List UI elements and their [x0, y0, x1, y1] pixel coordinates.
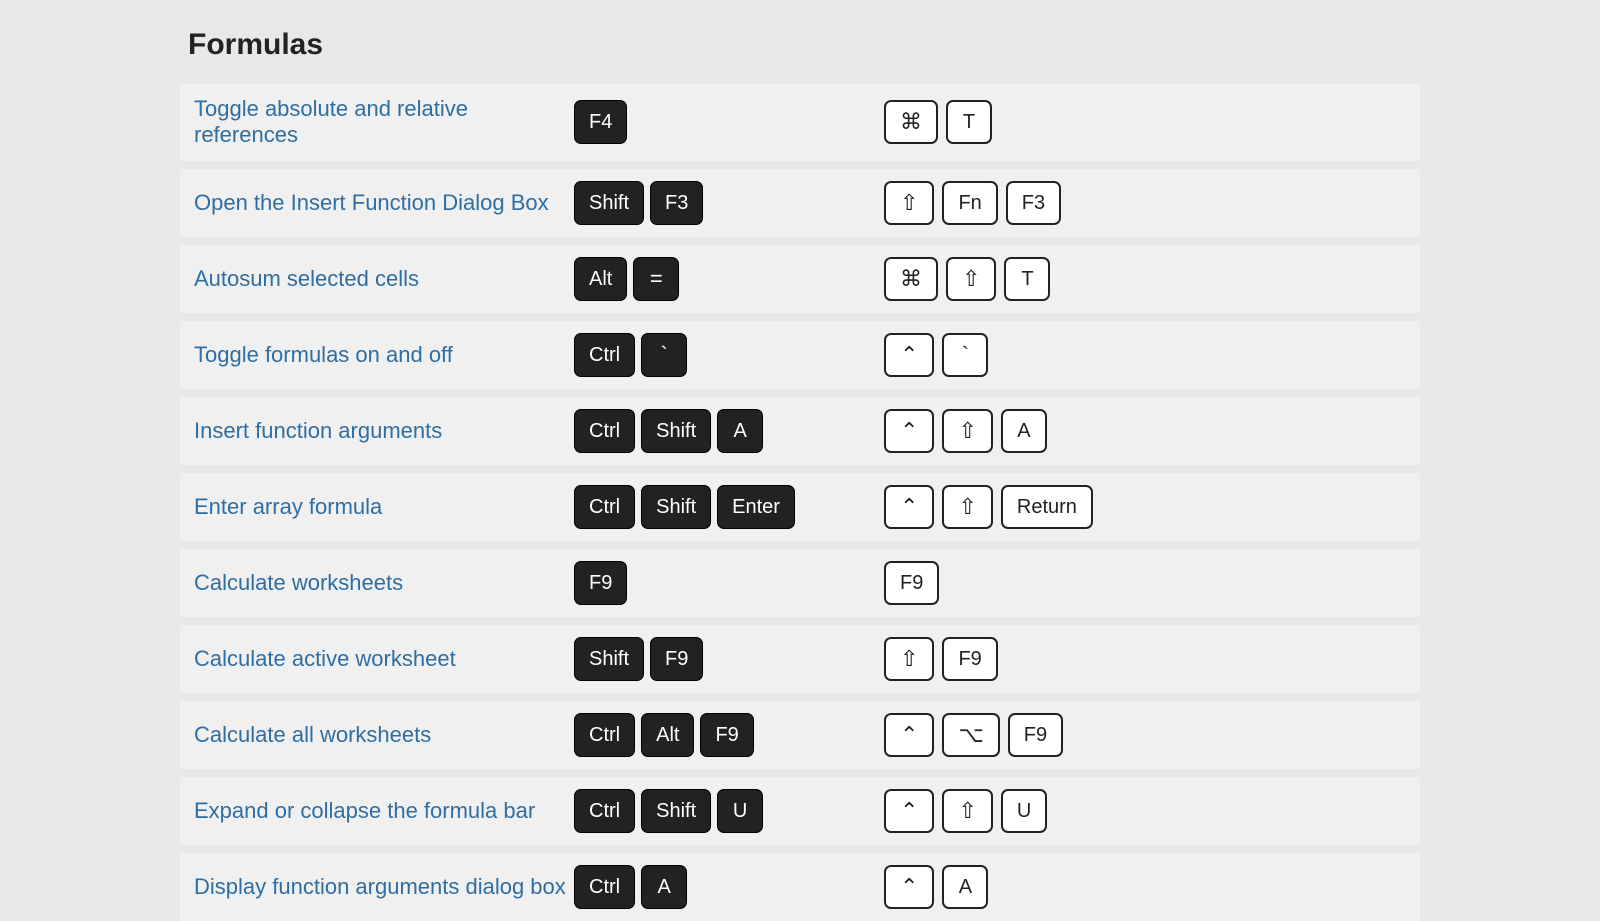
shortcut-row: Calculate active worksheetShiftF9⇧F9 — [180, 625, 1420, 693]
mac-shortcut: F9 — [884, 561, 1184, 605]
shortcut-description[interactable]: Calculate all worksheets — [194, 722, 574, 748]
windows-shortcut: Alt= — [574, 257, 884, 301]
key-light: ⌘ — [884, 100, 938, 144]
shortcut-description[interactable]: Calculate active worksheet — [194, 646, 574, 672]
key-light: ⌘ — [884, 257, 938, 301]
shortcut-rows: Toggle absolute and relative referencesF… — [180, 84, 1420, 921]
shortcut-row: Open the Insert Function Dialog BoxShift… — [180, 169, 1420, 237]
windows-shortcut: CtrlA — [574, 865, 884, 909]
key-light: ⇧ — [942, 485, 992, 529]
shortcut-description[interactable]: Toggle formulas on and off — [194, 342, 574, 368]
windows-shortcut: CtrlShiftEnter — [574, 485, 884, 529]
shortcut-description[interactable]: Insert function arguments — [194, 418, 574, 444]
mac-shortcut: ⌘T — [884, 100, 1184, 144]
shortcut-description[interactable]: Open the Insert Function Dialog Box — [194, 190, 574, 216]
key-dark: Shift — [574, 637, 644, 681]
shortcut-description[interactable]: Autosum selected cells — [194, 266, 574, 292]
key-light: ⌃ — [884, 865, 934, 909]
key-light: ⌃ — [884, 789, 934, 833]
mac-shortcut: ⌃` — [884, 333, 1184, 377]
key-dark: = — [633, 257, 679, 301]
key-light: ⌃ — [884, 713, 934, 757]
shortcut-row: Display function arguments dialog boxCtr… — [180, 853, 1420, 921]
key-dark: Alt — [574, 257, 627, 301]
key-dark: A — [641, 865, 687, 909]
shortcut-row: Calculate worksheetsF9F9 — [180, 549, 1420, 617]
key-light: Fn — [942, 181, 997, 225]
key-light: ⌥ — [942, 713, 999, 757]
key-dark: F9 — [700, 713, 753, 757]
mac-shortcut: ⌃⌥F9 — [884, 713, 1184, 757]
windows-shortcut: CtrlShiftU — [574, 789, 884, 833]
key-light: ⇧ — [884, 181, 934, 225]
mac-shortcut: ⇧F9 — [884, 637, 1184, 681]
shortcut-row: Calculate all worksheetsCtrlAltF9⌃⌥F9 — [180, 701, 1420, 769]
key-light: ` — [942, 333, 988, 377]
section-title: Formulas — [188, 28, 1420, 62]
key-dark: Ctrl — [574, 713, 635, 757]
mac-shortcut: ⌃⇧U — [884, 789, 1184, 833]
shortcut-row: Enter array formulaCtrlShiftEnter⌃⇧Retur… — [180, 473, 1420, 541]
key-dark: Ctrl — [574, 865, 635, 909]
windows-shortcut: F9 — [574, 561, 884, 605]
key-light: T — [1004, 257, 1050, 301]
mac-shortcut: ⌃A — [884, 865, 1184, 909]
key-dark: Shift — [574, 181, 644, 225]
key-light: U — [1001, 789, 1047, 833]
key-light: ⌃ — [884, 485, 934, 529]
key-light: ⌃ — [884, 333, 934, 377]
key-dark: F9 — [574, 561, 627, 605]
windows-shortcut: ShiftF9 — [574, 637, 884, 681]
key-dark: F4 — [574, 100, 627, 144]
key-light: F9 — [884, 561, 939, 605]
windows-shortcut: F4 — [574, 100, 884, 144]
key-dark: F3 — [650, 181, 703, 225]
shortcut-description[interactable]: Toggle absolute and relative references — [194, 96, 574, 149]
shortcut-description[interactable]: Display function arguments dialog box — [194, 874, 574, 900]
windows-shortcut: ShiftF3 — [574, 181, 884, 225]
key-light: A — [1001, 409, 1047, 453]
key-light: ⌃ — [884, 409, 934, 453]
mac-shortcut: ⌃⇧A — [884, 409, 1184, 453]
key-light: ⇧ — [942, 789, 992, 833]
key-light: T — [946, 100, 992, 144]
key-light: F9 — [1008, 713, 1063, 757]
shortcut-table: Formulas Toggle absolute and relative re… — [0, 0, 1600, 921]
windows-shortcut: CtrlAltF9 — [574, 713, 884, 757]
windows-shortcut: Ctrl` — [574, 333, 884, 377]
key-light: Return — [1001, 485, 1093, 529]
shortcut-row: Autosum selected cellsAlt=⌘⇧T — [180, 245, 1420, 313]
mac-shortcut: ⌘⇧T — [884, 257, 1184, 301]
windows-shortcut: CtrlShiftA — [574, 409, 884, 453]
mac-shortcut: ⌃⇧Return — [884, 485, 1184, 529]
shortcut-description[interactable]: Calculate worksheets — [194, 570, 574, 596]
key-dark: Shift — [641, 409, 711, 453]
key-light: A — [942, 865, 988, 909]
key-dark: F9 — [650, 637, 703, 681]
key-dark: Shift — [641, 789, 711, 833]
mac-shortcut: ⇧FnF3 — [884, 181, 1184, 225]
key-light: ⇧ — [942, 409, 992, 453]
key-dark: Ctrl — [574, 333, 635, 377]
shortcut-row: Toggle formulas on and offCtrl`⌃` — [180, 321, 1420, 389]
key-dark: A — [717, 409, 763, 453]
shortcut-row: Toggle absolute and relative referencesF… — [180, 84, 1420, 161]
key-dark: Ctrl — [574, 409, 635, 453]
key-dark: Alt — [641, 713, 694, 757]
key-dark: Shift — [641, 485, 711, 529]
key-light: ⇧ — [946, 257, 996, 301]
key-light: F3 — [1006, 181, 1061, 225]
key-dark: Ctrl — [574, 485, 635, 529]
key-dark: ` — [641, 333, 687, 377]
shortcut-description[interactable]: Enter array formula — [194, 494, 574, 520]
key-dark: U — [717, 789, 763, 833]
key-dark: Ctrl — [574, 789, 635, 833]
key-light: F9 — [942, 637, 997, 681]
key-dark: Enter — [717, 485, 795, 529]
shortcut-row: Expand or collapse the formula barCtrlSh… — [180, 777, 1420, 845]
shortcut-description[interactable]: Expand or collapse the formula bar — [194, 798, 574, 824]
key-light: ⇧ — [884, 637, 934, 681]
shortcut-row: Insert function argumentsCtrlShiftA⌃⇧A — [180, 397, 1420, 465]
